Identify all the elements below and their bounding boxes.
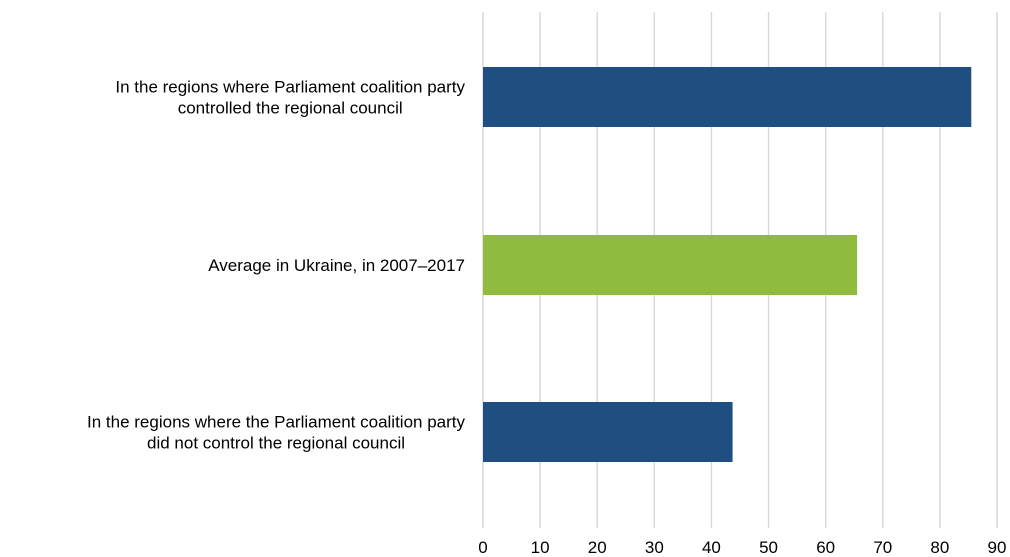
x-tick-label: 60: [816, 538, 835, 557]
bars: [483, 67, 972, 462]
x-tick-label: 20: [588, 538, 607, 557]
x-tick-label: 80: [930, 538, 949, 557]
category-label-2-line-1: Average in Ukraine, in 2007–2017: [208, 256, 465, 275]
category-labels: In the regions where Parliament coalitio…: [87, 78, 465, 453]
category-label-1-line-2: controlled the regional council: [178, 99, 403, 118]
x-tick-label: 10: [531, 538, 550, 557]
bar-2: [483, 235, 858, 295]
bar-1: [483, 67, 972, 127]
x-tick-label: 40: [702, 538, 721, 557]
bar-3: [483, 402, 733, 462]
category-label-3-line-1: In the regions where the Parliament coal…: [87, 413, 465, 432]
category-label-3-line-2: did not control the regional council: [147, 434, 405, 453]
x-tick-label: 90: [988, 538, 1007, 557]
x-tick-label: 30: [645, 538, 664, 557]
x-axis-tick-labels: 0 10 20 30 40 50 60 70 80 90: [478, 538, 1006, 557]
category-label-1-line-1: In the regions where Parliament coalitio…: [115, 78, 465, 97]
x-tick-label: 0: [478, 538, 487, 557]
x-tick-label: 50: [759, 538, 778, 557]
x-tick-label: 70: [873, 538, 892, 557]
